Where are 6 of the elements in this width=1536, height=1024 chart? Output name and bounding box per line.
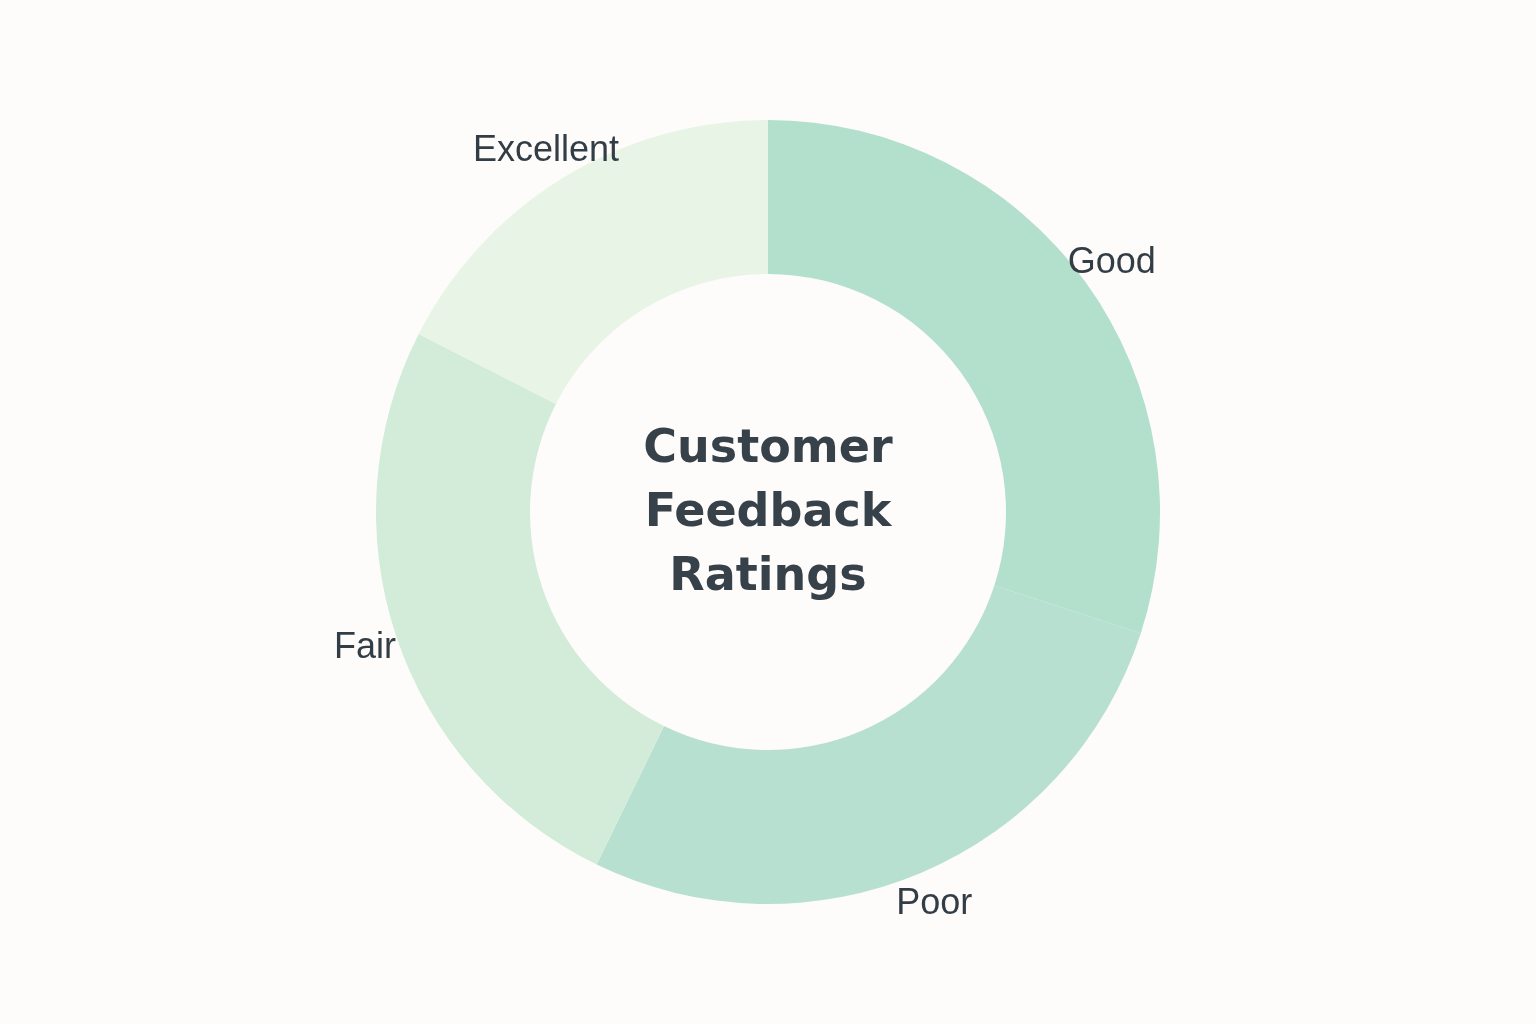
slice-label: Excellent — [472, 127, 619, 169]
slice-label: Poor — [896, 881, 973, 923]
slice-label: Good — [1067, 240, 1156, 282]
text: Customer Feedback Ratings — [643, 419, 893, 601]
donut-slice — [418, 120, 768, 404]
slice-label: Fair — [334, 625, 397, 667]
